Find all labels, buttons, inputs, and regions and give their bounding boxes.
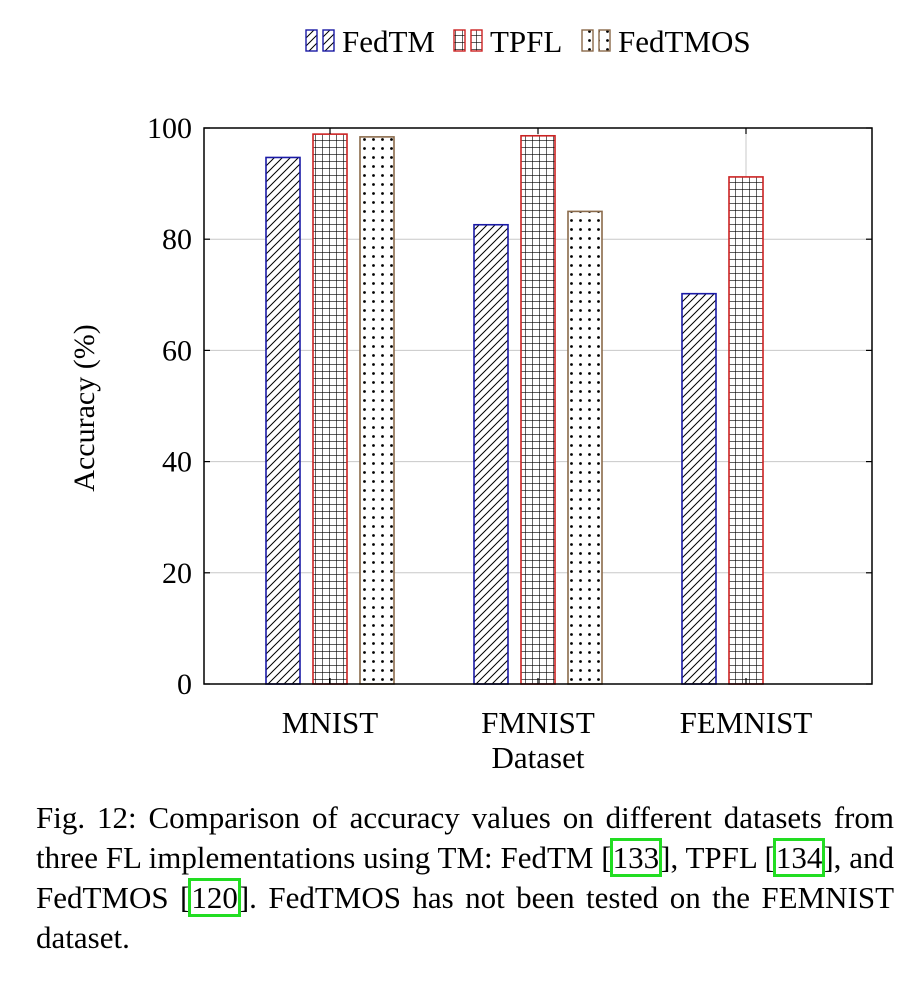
legend-label: TPFL xyxy=(490,24,562,59)
bar-fedtm-fmnist xyxy=(473,223,509,685)
legend-swatch xyxy=(305,29,318,52)
caption-text-3: ], and FedTMOS [ xyxy=(36,840,894,915)
y-tick-label: 40 xyxy=(162,446,192,479)
legend-swatch xyxy=(453,29,466,52)
figure-caption: Fig. 12: Comparison of accuracy values o… xyxy=(36,798,894,958)
y-tick-label: 100 xyxy=(147,112,192,145)
x-axis-label: Dataset xyxy=(492,740,585,775)
bar-fedtmos-mnist xyxy=(359,136,395,685)
bar-fedtm-mnist xyxy=(265,156,301,685)
bar-chart: FedTM TPFL FedTMOS 0 20 40 60 80 100 MNIST FMNIS… xyxy=(68,24,873,775)
legend-swatch xyxy=(322,29,335,52)
legend-swatch xyxy=(470,29,483,52)
x-tick-label-mnist: MNIST xyxy=(282,705,379,740)
y-tick-label: 0 xyxy=(177,668,192,701)
legend-label: FedTM xyxy=(342,24,435,59)
y-tick-label: 60 xyxy=(162,334,192,367)
bar-fedtm-femnist xyxy=(681,292,717,685)
citation-link-134[interactable]: 134 xyxy=(772,838,826,877)
legend-item-tpfl: TPFL xyxy=(453,24,562,59)
x-tick-label-femnist: FEMNIST xyxy=(680,705,813,740)
y-tick-label: 80 xyxy=(162,223,192,256)
bar-fedtmos-fmnist xyxy=(567,210,603,685)
x-tick-label-fmnist: FMNIST xyxy=(481,705,595,740)
legend-item-fedtmos: FedTMOS xyxy=(581,24,751,59)
citation-link-120[interactable]: 120 xyxy=(188,878,241,917)
caption-text-4: ]. FedTMOS has not been tested on the FE… xyxy=(36,880,895,955)
y-tick-label: 20 xyxy=(162,557,192,590)
y-axis-ticks: 0 20 40 60 80 100 xyxy=(147,112,872,701)
bar-tpfl-femnist xyxy=(728,176,764,685)
legend-swatch xyxy=(598,29,611,52)
legend-label: FedTMOS xyxy=(618,24,751,59)
bar-tpfl-mnist xyxy=(312,133,348,685)
y-axis-label: Accuracy (%) xyxy=(68,324,101,491)
legend: FedTM TPFL FedTMOS xyxy=(305,24,751,59)
x-axis-ticks: MNIST FMNIST FEMNIST xyxy=(282,128,813,740)
citation-link-133[interactable]: 133 xyxy=(609,838,663,877)
bar-tpfl-fmnist xyxy=(520,134,556,685)
caption-text-1: Fig. 12: Comparison of accuracy values o… xyxy=(36,800,894,875)
caption-text-2: ], TPFL [ xyxy=(660,840,775,875)
bars xyxy=(265,133,764,685)
legend-swatch xyxy=(581,29,594,52)
legend-item-fedtm: FedTM xyxy=(305,24,435,59)
